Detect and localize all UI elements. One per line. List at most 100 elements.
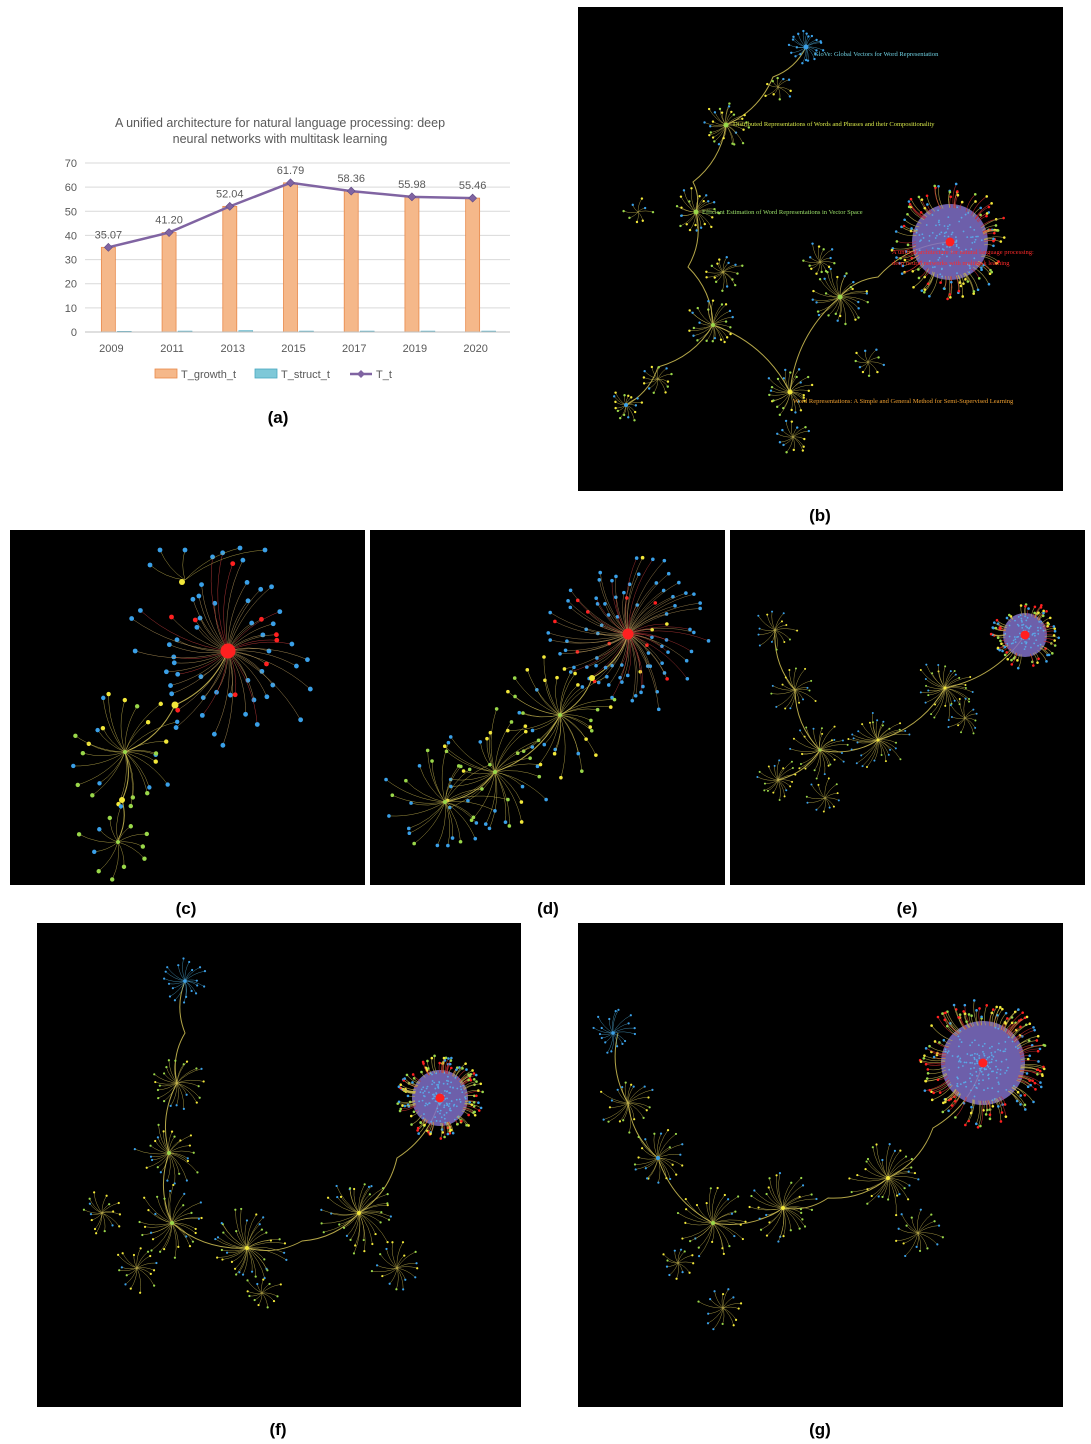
hub-inner-node	[1026, 616, 1029, 619]
edge	[1014, 1029, 1035, 1043]
hub-inner-node	[951, 1055, 954, 1057]
hub-inner-node	[447, 1080, 450, 1082]
hub-inner-node	[1026, 626, 1029, 629]
node	[691, 311, 694, 314]
node	[420, 1070, 423, 1074]
edge	[995, 1009, 1003, 1028]
node	[637, 1156, 640, 1159]
edge	[627, 582, 679, 635]
node	[904, 1254, 907, 1258]
edge	[174, 980, 186, 1001]
node	[764, 94, 767, 98]
edge	[690, 1222, 714, 1242]
node	[438, 1061, 442, 1065]
edge	[155, 1081, 178, 1085]
node	[976, 288, 980, 292]
legend-marker	[357, 370, 365, 378]
edge	[171, 1222, 196, 1230]
node	[631, 203, 634, 207]
node	[399, 1107, 403, 1111]
node	[975, 1122, 978, 1126]
node	[790, 408, 793, 412]
node	[1036, 1068, 1040, 1072]
edge	[852, 734, 879, 741]
edge	[964, 709, 974, 719]
node	[821, 49, 825, 52]
node	[713, 140, 716, 143]
node	[155, 1261, 158, 1265]
edge	[1007, 1019, 1022, 1035]
node	[474, 821, 479, 825]
node	[783, 795, 786, 798]
node	[1039, 606, 1043, 609]
node	[362, 1238, 365, 1242]
edge	[353, 1212, 361, 1254]
node	[802, 445, 805, 448]
node	[88, 1202, 91, 1205]
node	[804, 667, 807, 670]
node	[933, 716, 936, 719]
edge	[627, 633, 659, 710]
edge	[819, 749, 843, 754]
node	[696, 306, 699, 310]
node	[911, 269, 915, 273]
edge	[712, 1196, 739, 1224]
node	[416, 1267, 419, 1270]
node	[713, 336, 717, 340]
node	[270, 682, 276, 688]
node	[185, 1060, 189, 1063]
edge	[454, 1063, 466, 1078]
edge	[782, 1177, 802, 1209]
node	[673, 603, 677, 608]
edge	[706, 271, 724, 278]
node	[991, 1104, 995, 1108]
node	[771, 684, 774, 687]
node	[153, 1073, 156, 1076]
edge	[816, 797, 826, 810]
node	[548, 638, 553, 642]
node	[530, 728, 535, 733]
node	[802, 259, 805, 262]
node	[458, 1066, 461, 1069]
node	[1015, 1099, 1019, 1103]
node	[999, 1120, 1003, 1123]
edge	[627, 633, 658, 692]
node	[1037, 657, 1040, 661]
edge	[644, 370, 659, 380]
edge	[136, 1255, 151, 1269]
hub-inner-node	[419, 1091, 422, 1094]
edge	[637, 198, 643, 213]
edge	[627, 592, 686, 635]
node	[705, 339, 708, 343]
node	[919, 668, 922, 671]
hub-inner-node	[446, 1090, 449, 1093]
node	[806, 686, 809, 689]
edge	[152, 1222, 173, 1240]
node	[403, 1104, 407, 1108]
node	[900, 225, 903, 229]
node	[677, 580, 681, 585]
node	[455, 1068, 458, 1071]
node	[150, 1158, 154, 1162]
hub-inner-node	[957, 1060, 960, 1063]
node	[189, 1134, 193, 1137]
hub-inner-node	[939, 273, 942, 276]
node	[661, 588, 666, 593]
node	[1010, 663, 1014, 666]
caption-g: (g)	[809, 1420, 831, 1439]
edge	[246, 1247, 265, 1279]
hub-inner-node	[443, 1104, 446, 1107]
edge	[514, 677, 561, 716]
line-marker	[407, 192, 417, 202]
node	[618, 1120, 622, 1123]
edge	[782, 1182, 792, 1209]
legend-label: T_growth_t	[181, 369, 236, 381]
edge	[217, 552, 229, 652]
edge	[682, 1222, 714, 1239]
x-tick-label: 2020	[463, 343, 487, 355]
node	[523, 729, 528, 734]
node	[1042, 1065, 1045, 1069]
node	[817, 245, 821, 248]
node	[149, 1231, 153, 1234]
node	[894, 747, 897, 750]
